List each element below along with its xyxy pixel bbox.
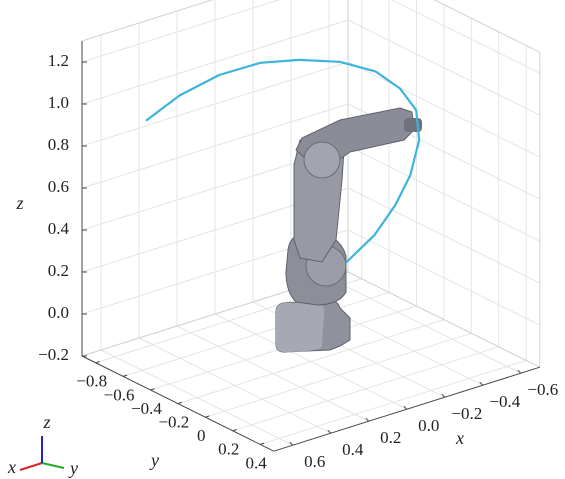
z-tick-label: −0.2 <box>38 345 69 364</box>
z-axis-label: z <box>15 193 23 213</box>
y-axis-label: y <box>149 450 159 470</box>
y-tick-label: −0.8 <box>76 372 107 391</box>
z-tick-label: 0.4 <box>48 219 70 238</box>
z-tick-label: 1.2 <box>48 51 69 70</box>
y-tick-label: 0.2 <box>218 440 239 459</box>
x-tick-label: 0.2 <box>380 428 401 447</box>
robot-wrist <box>404 118 422 132</box>
y-tick-label: −0.6 <box>104 385 135 404</box>
x-axis-label: x <box>455 428 464 448</box>
tick-mark <box>96 362 100 363</box>
triad-z-label: z <box>42 412 50 432</box>
z-tick-label: 0.0 <box>48 303 69 322</box>
robot-base-front <box>276 302 324 352</box>
tick-mark <box>205 416 209 417</box>
robot-joint <box>304 142 340 178</box>
triad-x <box>20 463 42 470</box>
chart: −0.20.00.20.40.60.81.01.2−0.8−0.6−0.4−0.… <box>0 0 565 479</box>
z-tick-label: 0.2 <box>48 261 69 280</box>
x-tick-label: 0.4 <box>342 440 364 459</box>
z-tick-label: 1.0 <box>48 93 69 112</box>
tick-mark <box>178 402 182 403</box>
triad-y-label: y <box>68 458 78 478</box>
tick-mark <box>151 389 155 390</box>
tick-mark <box>123 375 127 376</box>
x-tick-label: −0.2 <box>451 404 482 423</box>
y-tick-label: 0 <box>197 426 206 445</box>
tick-mark <box>260 443 264 444</box>
z-tick-label: 0.8 <box>48 135 69 154</box>
x-tick-label: −0.6 <box>527 380 558 399</box>
x-tick-label: 0.6 <box>304 452 325 471</box>
z-tick-label: 0.6 <box>48 177 69 196</box>
y-tick-label: 0.4 <box>245 453 267 472</box>
triad-y <box>42 463 64 468</box>
x-tick-label: −0.4 <box>489 392 520 411</box>
axes-triad: x y z <box>7 412 78 478</box>
y-tick-label: −0.2 <box>158 413 189 432</box>
triad-x-label: x <box>7 457 16 477</box>
tick-mark <box>233 430 237 431</box>
x-tick-label: 0.0 <box>418 416 439 435</box>
